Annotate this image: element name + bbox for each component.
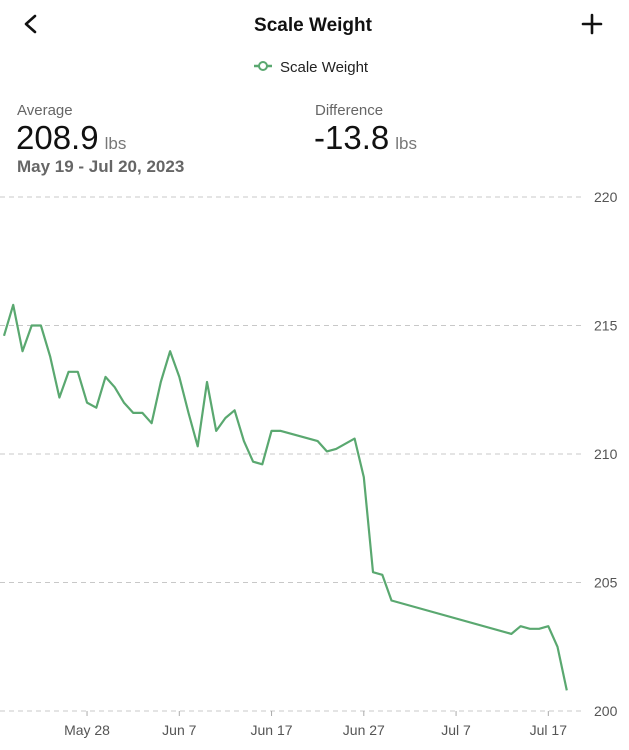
plot: 200 205 210 215 220 May 28 Jun 7 Jun 17 Jun 27 Ju… (0, 189, 618, 738)
y-tick-label: 210 (594, 446, 618, 462)
legend-marker (258, 61, 268, 71)
average-number: 208.9 (16, 119, 99, 156)
screen-title: Scale Weight (254, 15, 373, 36)
average-unit: lbs (105, 134, 127, 153)
y-tick-label: 205 (594, 575, 618, 591)
average-label: Average (17, 102, 73, 119)
x-tick-label: Jun 27 (343, 722, 385, 738)
data-line (2, 303, 568, 691)
y-tick-label: 200 (594, 703, 618, 719)
x-tick-label: Jun 7 (162, 722, 196, 738)
x-tick-label: Jul 17 (530, 722, 568, 738)
average-value: 208.9 lbs (16, 119, 126, 156)
difference-unit: lbs (395, 134, 417, 153)
y-tick-label: 215 (594, 318, 618, 334)
x-tick-label: Jul 7 (441, 722, 471, 738)
x-tick-label: Jun 17 (251, 722, 293, 738)
difference-value: -13.8 lbs (314, 119, 417, 156)
date-range: May 19 - Jul 20, 2023 (17, 157, 184, 176)
add-button[interactable] (581, 13, 603, 35)
back-button[interactable] (24, 14, 37, 34)
difference-label: Difference (315, 102, 383, 119)
y-tick-label: 220 (594, 189, 618, 205)
legend-label: Scale Weight (280, 59, 369, 76)
difference-number: -13.8 (314, 119, 389, 156)
x-tick-label: May 28 (64, 722, 110, 738)
